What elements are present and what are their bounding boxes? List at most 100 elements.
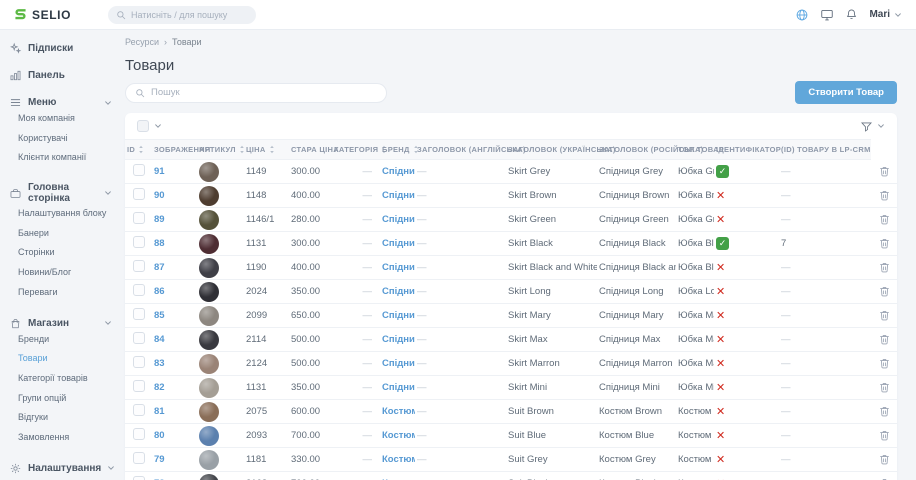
product-category-link[interactable]: Спідниці (382, 382, 415, 393)
sidebar-item-pages[interactable]: Сторінки (18, 247, 55, 258)
sidebar-item-option-groups[interactable]: Групи опцій (18, 392, 67, 403)
delete-button[interactable] (878, 309, 891, 322)
global-search-input[interactable] (131, 9, 248, 20)
product-category-link[interactable]: Спідниці (382, 334, 415, 345)
sidebar-section-menu[interactable]: Меню (9, 96, 116, 109)
sidebar-item-users[interactable]: Користувачі (18, 132, 68, 143)
row-checkbox[interactable] (132, 164, 145, 176)
sidebar-item-shop-settings[interactable]: Налаштування магазину (9, 475, 116, 480)
sort-icon[interactable] (138, 145, 144, 154)
sidebar-section-subscriptions[interactable]: Підписки (9, 42, 116, 55)
globe-icon[interactable] (795, 8, 809, 22)
sidebar-item-orders[interactable]: Замовлення (18, 431, 70, 442)
delete-button[interactable] (878, 261, 891, 274)
delete-button[interactable] (878, 381, 891, 394)
row-checkbox[interactable] (132, 188, 145, 200)
product-category-link[interactable]: Спідниці (382, 286, 415, 297)
sort-icon[interactable] (269, 145, 275, 154)
sidebar-item-my-company[interactable]: Моя компанія (18, 113, 75, 123)
product-id-link[interactable]: 80 (154, 430, 165, 441)
chevron-down-icon[interactable] (154, 122, 162, 130)
product-category-link[interactable]: Спідниці (382, 358, 415, 369)
product-id-link[interactable]: 86 (154, 286, 165, 297)
product-id-link[interactable]: 81 (154, 406, 165, 417)
sidebar-item-advantages[interactable]: Переваги (18, 286, 58, 297)
product-id-link[interactable]: 88 (154, 238, 165, 249)
product-id-link[interactable]: 83 (154, 358, 165, 369)
column-header-price[interactable]: ЦІНА (244, 139, 289, 160)
product-id-link[interactable]: 78 (154, 478, 165, 480)
product-category-link[interactable]: Костюми (382, 454, 415, 465)
sort-icon[interactable] (239, 145, 245, 154)
product-category-link[interactable]: Спідниці (382, 262, 415, 273)
filter-control[interactable] (860, 120, 885, 133)
row-checkbox[interactable] (132, 452, 145, 464)
delete-button[interactable] (878, 333, 891, 346)
sidebar-section-dashboard[interactable]: Панель (9, 69, 116, 82)
row-checkbox[interactable] (132, 332, 145, 344)
select-all-checkbox[interactable] (137, 120, 149, 132)
product-category-link[interactable]: Спідниці (382, 310, 415, 321)
delete-button[interactable] (878, 237, 891, 250)
sidebar-item-product-categories[interactable]: Категорії товарів (18, 372, 88, 383)
products-search[interactable] (125, 82, 387, 103)
product-id-link[interactable]: 82 (154, 382, 165, 393)
products-search-input[interactable] (151, 87, 377, 98)
global-search[interactable] (108, 5, 256, 24)
sidebar-item-brands[interactable]: Бренди (18, 333, 50, 344)
user-menu[interactable]: Mari (869, 9, 902, 20)
sidebar-section-home-page[interactable]: Головна сторінка (9, 182, 116, 204)
row-checkbox[interactable] (132, 284, 145, 296)
product-id-link[interactable]: 91 (154, 166, 165, 177)
delete-button[interactable] (878, 429, 891, 442)
row-checkbox[interactable] (132, 260, 145, 272)
column-header-sku[interactable]: АРТИКУЛ (197, 139, 245, 160)
sidebar-item-company-clients[interactable]: Клієнти компанії (18, 152, 87, 163)
product-category-link[interactable]: Спідниці (382, 214, 415, 225)
delete-button[interactable] (878, 285, 891, 298)
sidebar-item-block-settings[interactable]: Налаштування блоку (18, 208, 107, 219)
row-checkbox[interactable] (132, 212, 145, 224)
product-id-link[interactable]: 85 (154, 310, 165, 321)
delete-button[interactable] (878, 213, 891, 226)
sidebar-item-banners[interactable]: Банери (18, 227, 49, 238)
product-id-link[interactable]: 90 (154, 190, 165, 201)
sidebar-item-products[interactable]: Товари (18, 353, 48, 364)
product-id-link[interactable]: 79 (154, 454, 165, 465)
product-id-link[interactable]: 87 (154, 262, 165, 273)
row-checkbox[interactable] (132, 308, 145, 320)
product-category-link[interactable]: Спідниці (382, 238, 415, 249)
product-category-link[interactable]: Спідниці (382, 166, 415, 177)
bell-icon[interactable] (845, 8, 858, 21)
row-checkbox[interactable] (132, 428, 145, 440)
product-id-link[interactable]: 84 (154, 334, 165, 345)
bulk-select[interactable] (137, 120, 162, 132)
product-category-link[interactable]: Костюми (382, 478, 415, 480)
sidebar-item-reviews[interactable]: Відгуки (18, 412, 49, 423)
column-header-category[interactable]: КАТЕГОРІЯ (332, 139, 387, 160)
sidebar-section-settings[interactable]: Налаштування (9, 462, 116, 475)
sidebar-section-shop[interactable]: Магазин (9, 317, 116, 330)
create-product-button[interactable]: Створити Товар (795, 81, 897, 104)
row-checkbox[interactable] (132, 236, 145, 248)
monitor-icon[interactable] (820, 8, 834, 22)
delete-button[interactable] (878, 405, 891, 418)
column-header-id[interactable]: ID (125, 139, 152, 160)
brand-logo[interactable]: SELIO (0, 8, 108, 22)
column-header-brand[interactable]: БРЕНД (380, 139, 418, 160)
row-checkbox[interactable] (132, 380, 145, 392)
row-checkbox[interactable] (132, 356, 145, 368)
delete-button[interactable] (878, 357, 891, 370)
product-category-link[interactable]: Спідниці (382, 190, 415, 201)
delete-button[interactable] (878, 165, 891, 178)
product-title-uk: Спідниця Marron (597, 351, 676, 376)
sidebar-item-news-blog[interactable]: Новини/Блог (18, 267, 72, 278)
delete-button[interactable] (878, 453, 891, 466)
breadcrumb-resources[interactable]: Ресурси (125, 37, 160, 47)
delete-button[interactable] (878, 189, 891, 202)
product-category-link[interactable]: Костюми (382, 406, 415, 417)
product-id-link[interactable]: 89 (154, 214, 165, 225)
row-checkbox[interactable] (132, 476, 145, 480)
row-checkbox[interactable] (132, 404, 145, 416)
product-category-link[interactable]: Костюми (382, 430, 415, 441)
